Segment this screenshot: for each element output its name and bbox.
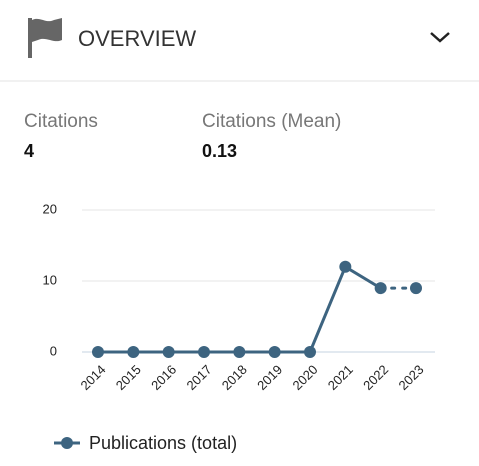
x-tick-label: 2022 [360, 362, 391, 393]
data-point [374, 282, 387, 295]
stat-value: 0.13 [202, 141, 237, 161]
x-tick-label: 2023 [395, 362, 426, 393]
data-point [127, 346, 140, 358]
flag-icon [28, 18, 62, 58]
x-tick-label: 2016 [148, 362, 179, 393]
x-tick-label: 2021 [325, 362, 356, 393]
stat-value: 4 [24, 141, 34, 161]
y-tick-label: 10 [43, 272, 57, 287]
x-tick-label: 2017 [183, 362, 214, 393]
legend-marker [61, 437, 73, 449]
x-tick-label: 2020 [289, 362, 320, 393]
stat-label: Citations [24, 111, 98, 132]
data-point [198, 346, 210, 358]
x-tick-label: 2014 [77, 362, 108, 393]
series-line [96, 264, 383, 354]
data-point [339, 260, 352, 273]
y-tick-label: 0 [50, 343, 57, 358]
x-tick-label: 2015 [113, 362, 144, 393]
data-point [233, 346, 246, 358]
y-tick-label: 20 [43, 201, 57, 216]
data-point [162, 346, 175, 358]
data-point [92, 346, 104, 358]
x-tick-label: 2018 [219, 362, 250, 393]
data-point [268, 346, 281, 358]
header-title: OVERVIEW [78, 26, 196, 51]
stat-label: Citations (Mean) [202, 111, 341, 132]
legend-label: Publications (total) [89, 433, 237, 453]
x-tick-label: 2019 [254, 362, 285, 393]
data-point [304, 346, 316, 358]
collapse-chevron[interactable] [430, 32, 450, 43]
data-point [410, 282, 422, 295]
